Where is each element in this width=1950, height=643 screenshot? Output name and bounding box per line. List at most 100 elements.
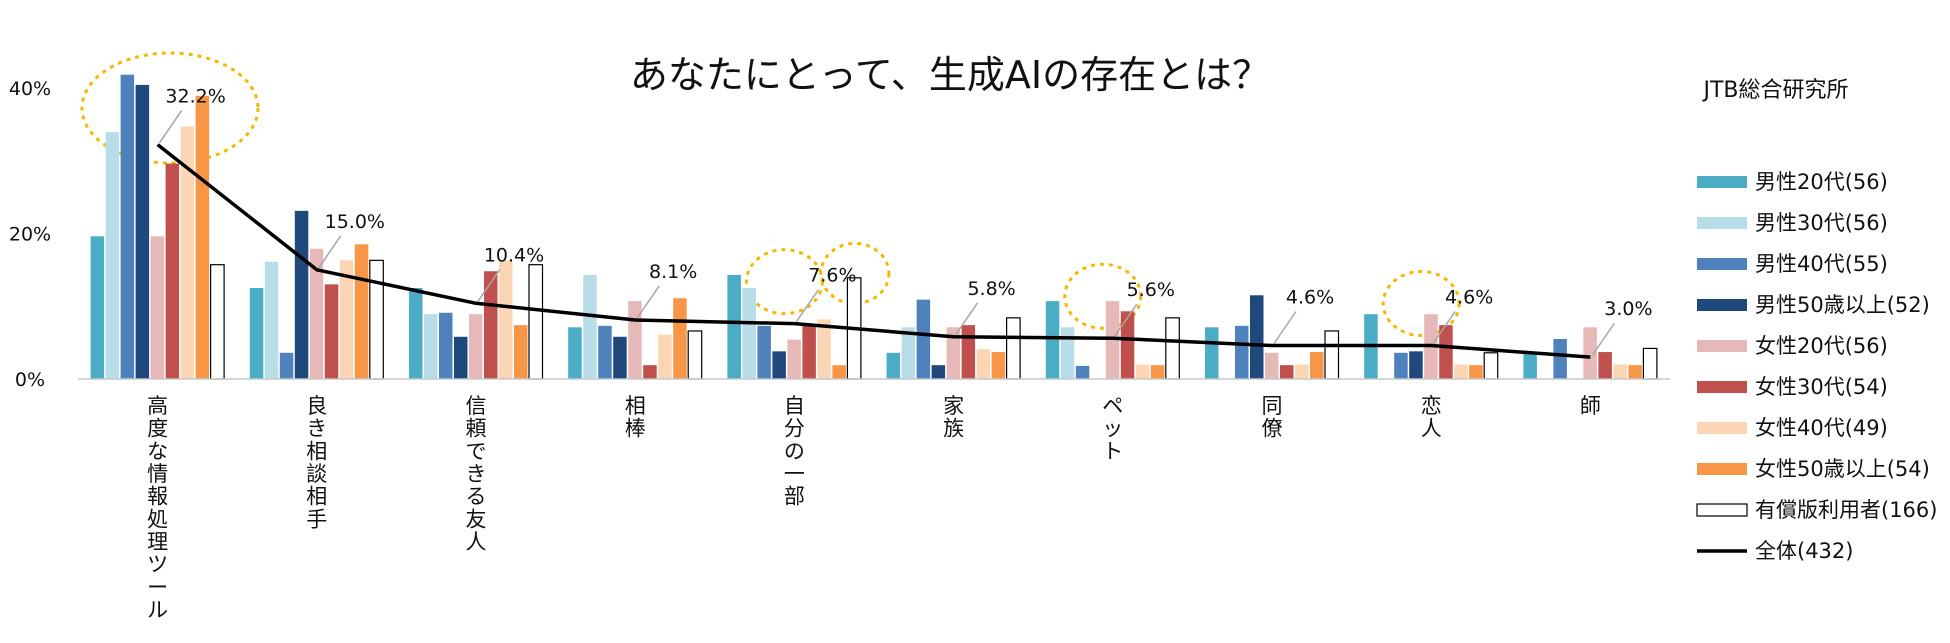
bar bbox=[264, 261, 279, 379]
legend-swatch bbox=[1697, 258, 1747, 270]
highlight-circle bbox=[1381, 270, 1461, 338]
bar bbox=[1295, 364, 1309, 379]
bar bbox=[598, 325, 612, 379]
bar bbox=[1205, 327, 1219, 379]
data-label: 4.6% bbox=[1445, 287, 1493, 309]
data-label-leader bbox=[477, 268, 501, 302]
data-label-leader bbox=[1273, 311, 1297, 344]
legend-swatch bbox=[1697, 176, 1747, 188]
bar bbox=[658, 334, 672, 379]
axis-layer: 0% 20% 40% 高度な情報処理ツール 良き相談相手 信頼できる友人 相棒 自分の一部 家族… bbox=[9, 78, 1670, 622]
data-label-leader bbox=[954, 302, 979, 336]
bar bbox=[90, 236, 105, 379]
bar bbox=[802, 325, 816, 379]
data-label: 15.0% bbox=[325, 211, 385, 233]
bar bbox=[1409, 351, 1423, 379]
category-label: 師 bbox=[1580, 394, 1601, 418]
bar bbox=[1280, 365, 1294, 379]
source-label: JTB総合研究所 bbox=[1701, 78, 1848, 103]
bar bbox=[249, 288, 264, 379]
bar bbox=[1165, 317, 1180, 380]
bar bbox=[946, 327, 961, 379]
bar bbox=[424, 314, 438, 379]
category-label: 信頼できる友人 bbox=[466, 394, 487, 554]
legend-label: 男性20代(56) bbox=[1755, 170, 1888, 194]
bar bbox=[150, 236, 165, 379]
data-label: 7.6% bbox=[808, 265, 856, 287]
bar bbox=[886, 352, 901, 379]
bar bbox=[976, 349, 991, 379]
bar bbox=[1613, 364, 1627, 379]
bar bbox=[961, 325, 976, 379]
y-tick-label: 0% bbox=[15, 369, 45, 391]
bar bbox=[180, 126, 195, 379]
highlight-layer bbox=[80, 51, 1461, 338]
bar bbox=[1060, 327, 1075, 379]
bar bbox=[105, 132, 120, 379]
legend-swatch bbox=[1697, 422, 1747, 434]
bar bbox=[439, 312, 453, 379]
bar bbox=[528, 264, 544, 380]
legend-label: 女性40代(49) bbox=[1755, 416, 1888, 440]
bar bbox=[1439, 325, 1453, 379]
bar bbox=[742, 288, 756, 379]
bar bbox=[931, 365, 946, 379]
bar bbox=[1235, 325, 1249, 379]
data-label: 4.6% bbox=[1286, 287, 1334, 309]
category-label: 自分の一部 bbox=[784, 394, 805, 509]
bar bbox=[120, 74, 135, 380]
legend-label: 有償版利用者(166) bbox=[1755, 498, 1937, 522]
bar bbox=[583, 274, 597, 379]
bar bbox=[1310, 352, 1324, 379]
data-label: 10.4% bbox=[484, 244, 544, 266]
category-label: 同僚 bbox=[1262, 394, 1283, 441]
bar bbox=[613, 336, 627, 379]
bar bbox=[1553, 338, 1567, 379]
legend-label: 全体(432) bbox=[1755, 539, 1853, 563]
bar bbox=[324, 284, 339, 379]
legend-label: 男性50歳以上(52) bbox=[1755, 293, 1930, 317]
data-label: 5.6% bbox=[1127, 279, 1175, 301]
data-label-leader bbox=[1432, 311, 1456, 344]
bar bbox=[991, 352, 1006, 379]
data-label-leader bbox=[1591, 322, 1616, 356]
bar bbox=[135, 84, 150, 379]
highlight-circle bbox=[1063, 262, 1143, 330]
data-label-leader bbox=[318, 235, 342, 269]
bar bbox=[643, 365, 657, 379]
bar bbox=[369, 259, 384, 380]
data-label: 5.8% bbox=[967, 278, 1015, 300]
bar-layer bbox=[90, 74, 1658, 380]
bar bbox=[210, 264, 225, 380]
bar bbox=[1265, 352, 1279, 379]
legend-swatch bbox=[1697, 381, 1747, 393]
bar bbox=[309, 248, 324, 379]
bar bbox=[1150, 365, 1165, 379]
category-label: 恋人 bbox=[1421, 394, 1442, 441]
legend-label: 女性30代(54) bbox=[1755, 375, 1888, 399]
y-tick-label: 20% bbox=[9, 223, 51, 245]
bar bbox=[279, 352, 294, 379]
data-label: 8.1% bbox=[649, 261, 697, 283]
bar bbox=[568, 327, 582, 379]
bar bbox=[1454, 364, 1468, 379]
chart-title: あなたにとって、生成AIの存在とは？ bbox=[630, 53, 1270, 97]
bar bbox=[1523, 352, 1537, 379]
highlight-circle bbox=[819, 241, 891, 305]
bar bbox=[1469, 365, 1483, 379]
bar bbox=[469, 314, 483, 379]
bar bbox=[484, 271, 498, 379]
bar bbox=[1583, 327, 1597, 379]
bar bbox=[294, 210, 309, 379]
bar bbox=[514, 325, 528, 379]
bar bbox=[1135, 364, 1150, 379]
legend-label: 男性30代(56) bbox=[1755, 211, 1888, 235]
bar bbox=[832, 365, 846, 379]
legend-label: 男性40代(55) bbox=[1755, 252, 1888, 276]
bar bbox=[1324, 330, 1340, 380]
bar bbox=[1105, 301, 1120, 379]
bar bbox=[1628, 365, 1642, 379]
bar bbox=[1483, 352, 1499, 380]
bar bbox=[339, 260, 354, 379]
bar bbox=[354, 244, 369, 379]
